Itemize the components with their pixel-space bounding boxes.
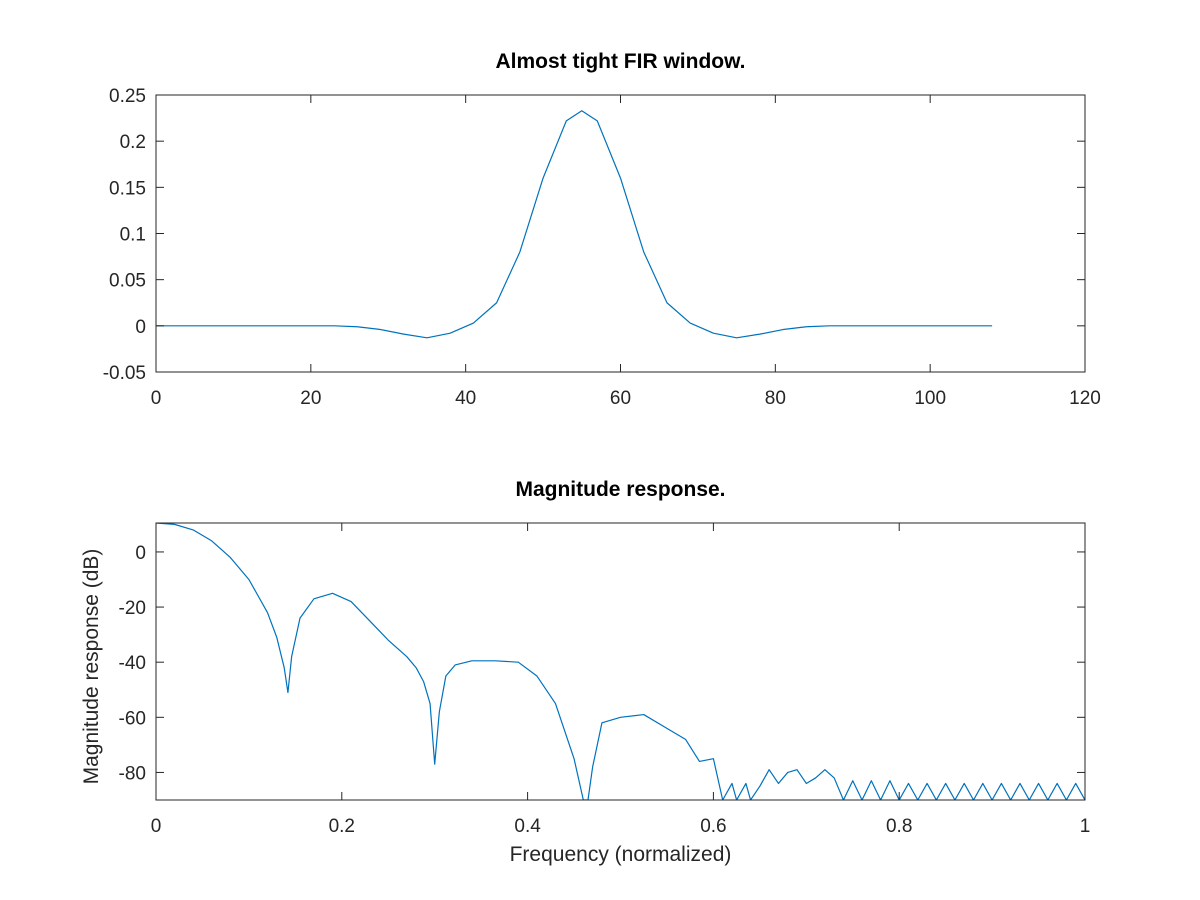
x-tick-label: 20 [300, 388, 321, 409]
x-tick-label: 0.6 [700, 816, 726, 837]
y-tick-label: -60 [119, 708, 146, 729]
y-tick-label: -0.05 [103, 363, 146, 384]
x-tick-label: 100 [914, 388, 946, 409]
chart-title: Magnitude response. [515, 478, 725, 501]
y-tick-label: -20 [119, 598, 146, 619]
y-tick-label: -40 [119, 653, 146, 674]
x-tick-label: 1 [1080, 816, 1091, 837]
y-tick-label: 0.25 [109, 86, 146, 107]
series-line-0 [156, 523, 1085, 800]
x-axis-label: Frequency (normalized) [510, 843, 732, 866]
y-tick-label: -80 [119, 763, 146, 784]
y-tick-label: 0 [135, 317, 146, 338]
y-axis-label: Magnitude response (dB) [80, 549, 103, 785]
magnitude-response-plot: Magnitude response. 0 0.2 0.4 0.6 0.8 1 -80 -60 -… [80, 478, 1090, 866]
y-tick-label: 0.05 [109, 271, 146, 292]
y-tick-label: 0 [135, 543, 146, 564]
axes-box [155, 94, 1086, 373]
window-plot: Almost tight FIR window. 0 20 40 60 80 100 120 -… [103, 50, 1101, 409]
x-tick-label: 0.4 [514, 816, 541, 837]
series-line-0 [156, 110, 993, 339]
y-tick-label: 0.1 [120, 225, 146, 246]
x-tick-label: 80 [765, 388, 786, 409]
y-tick-label: 0.2 [120, 132, 146, 153]
x-tick-label: 40 [455, 388, 476, 409]
y-tick-label: 0.15 [109, 178, 146, 199]
x-tick-label: 0 [151, 388, 162, 409]
axes-box [155, 522, 1086, 801]
chart-title: Almost tight FIR window. [495, 50, 745, 73]
x-tick-label: 0.8 [886, 816, 912, 837]
x-tick-label: 0 [151, 816, 162, 837]
x-tick-label: 60 [610, 388, 631, 409]
x-tick-label: 120 [1069, 388, 1101, 409]
x-tick-label: 0.2 [329, 816, 355, 837]
